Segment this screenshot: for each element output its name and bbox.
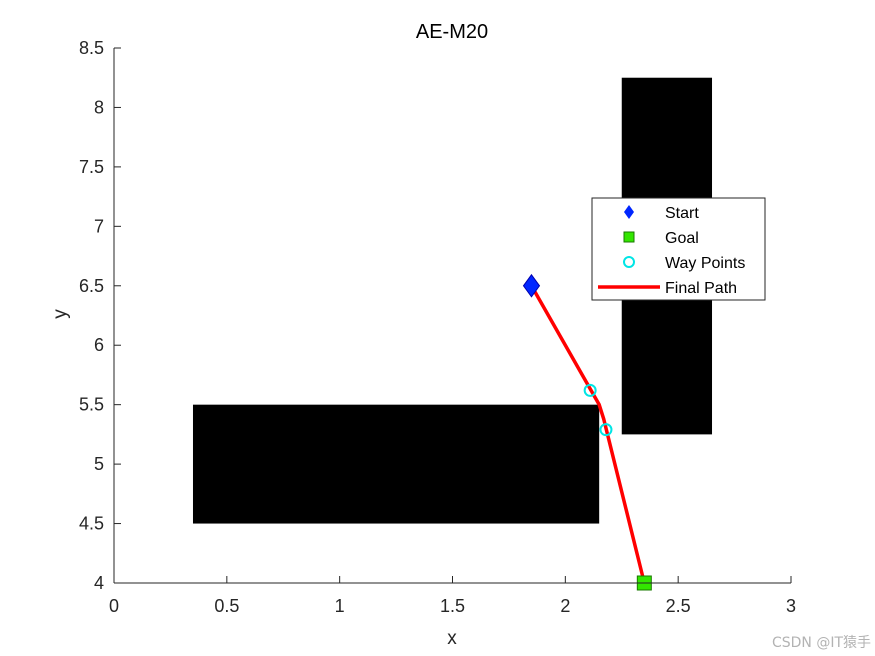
y-tick-label: 7.5 (79, 157, 104, 177)
legend-goal-label: Goal (665, 230, 699, 247)
x-tick-label: 0.5 (214, 596, 239, 616)
way-points-marker (599, 423, 613, 437)
y-tick-label: 6 (94, 335, 104, 355)
x-tick-label: 1.5 (440, 596, 465, 616)
y-tick-label: 5.5 (79, 395, 104, 415)
x-tick-label: 2 (560, 596, 570, 616)
y-tick-label: 7 (94, 216, 104, 236)
y-tick-label: 4.5 (79, 514, 104, 534)
y-tick-label: 8 (94, 97, 104, 117)
x-ticks: 0 0.5 1 1.5 2 2.5 3 (109, 576, 796, 616)
legend-start-label: Start (665, 205, 699, 222)
y-axis-label: y (50, 309, 71, 319)
y-tick-label: 6.5 (79, 276, 104, 296)
x-tick-label: 2.5 (666, 596, 691, 616)
x-tick-label: 3 (786, 596, 796, 616)
x-axis-label: x (447, 628, 457, 649)
obstacle-1 (192, 404, 600, 524)
legend-goal-swatch (623, 231, 635, 243)
marker-layer (522, 273, 652, 591)
path-layer (529, 284, 647, 584)
legend-way-points-label: Way Points (665, 255, 745, 272)
legend-way-points-swatch (623, 256, 635, 268)
legend: Start Goal Way Points Final Path (591, 197, 766, 301)
watermark: CSDN @IT猿手 (771, 635, 871, 651)
start-marker (522, 273, 541, 298)
x-tick-label: 0 (109, 596, 119, 616)
y-tick-label: 4 (94, 573, 104, 593)
legend-box (591, 197, 766, 301)
chart-title: AE-M20 (416, 21, 488, 43)
way-points-marker (583, 383, 597, 397)
obstacle-layer (192, 77, 713, 524)
y-ticks: 4 4.5 5 5.5 6 6.5 7 7.5 8 8.5 (79, 38, 121, 593)
final-path-line (529, 284, 647, 584)
legend-final-path-label: Final Path (665, 280, 737, 297)
x-tick-label: 1 (335, 596, 345, 616)
y-tick-label: 8.5 (79, 38, 104, 58)
legend-start-swatch (624, 205, 634, 219)
y-tick-label: 5 (94, 454, 104, 474)
